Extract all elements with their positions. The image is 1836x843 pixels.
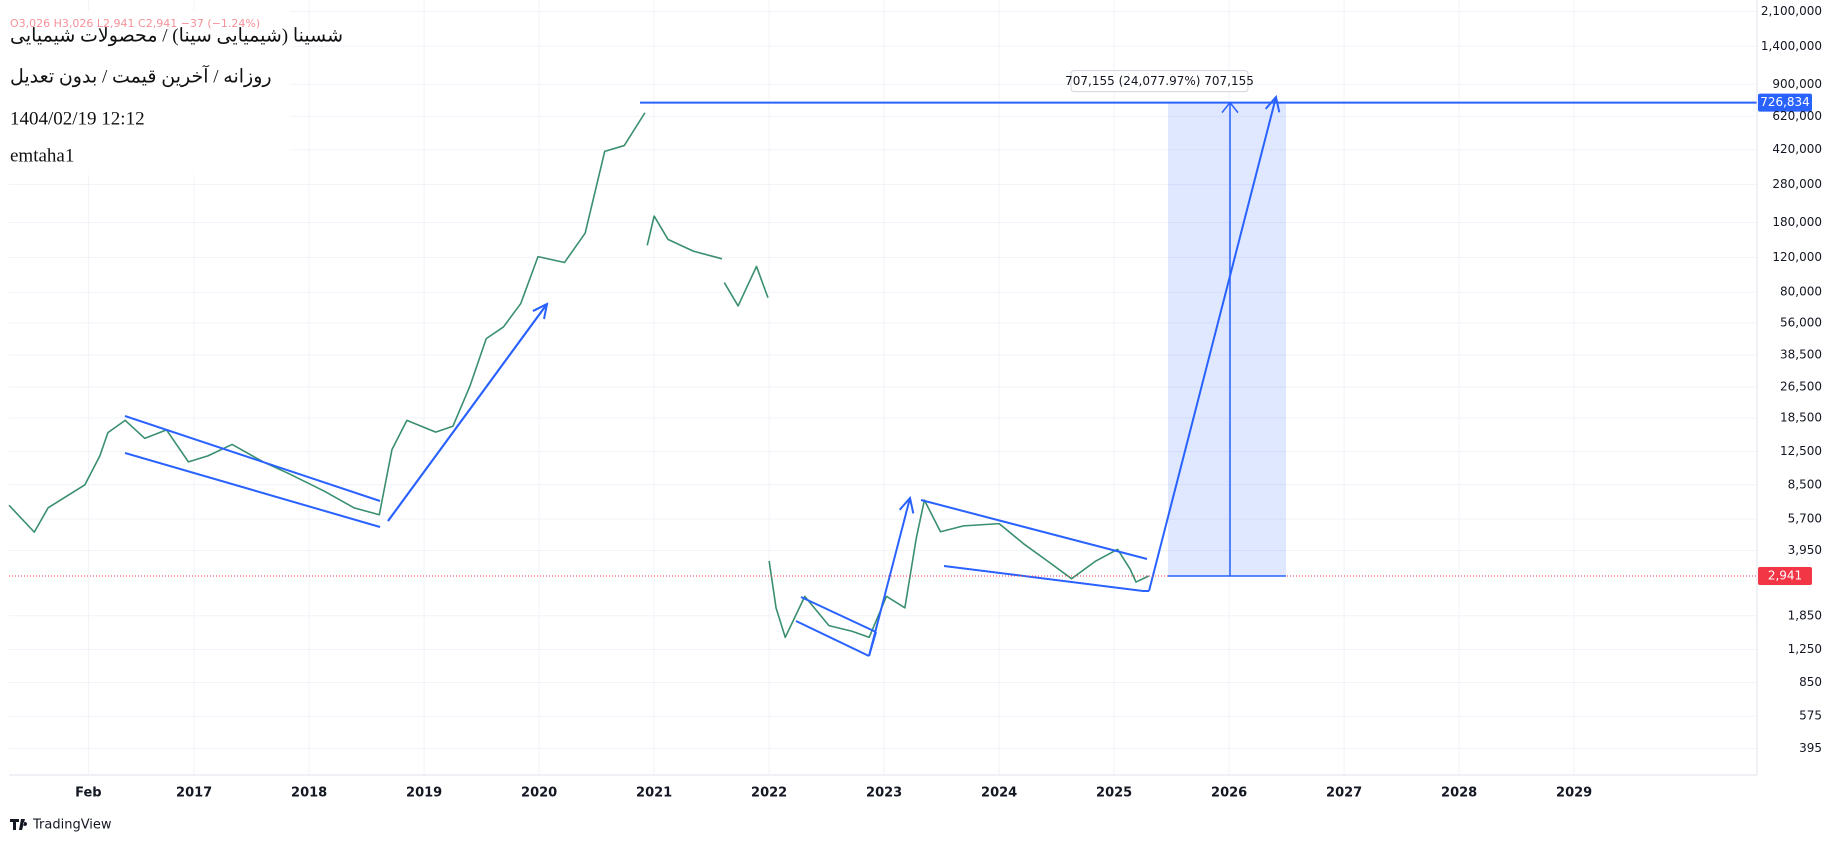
series-group xyxy=(8,112,1149,639)
y-tick-label: 2,100,000 xyxy=(1761,4,1822,18)
y-tick-label: 850 xyxy=(1799,675,1822,689)
y-tick-label: 280,000 xyxy=(1772,177,1822,191)
projection-arrow xyxy=(1148,96,1277,592)
x-tick-label: 2019 xyxy=(406,786,442,801)
x-tick-label: Feb xyxy=(75,786,101,801)
y-tick-label: 56,000 xyxy=(1780,315,1822,329)
x-tick-label: 2017 xyxy=(176,786,212,801)
y-tick-label: 1,250 xyxy=(1788,642,1822,656)
x-tick-label: 2023 xyxy=(866,786,902,801)
grid xyxy=(9,0,1757,775)
y-tick-label: 900,000 xyxy=(1772,77,1822,91)
price-line xyxy=(8,112,646,533)
y-tick-label: 80,000 xyxy=(1780,285,1822,299)
arrow-head xyxy=(898,495,915,514)
x-tick-label: 2026 xyxy=(1211,786,1247,801)
channel-line xyxy=(795,620,870,657)
y-tick-label: 420,000 xyxy=(1772,142,1822,156)
x-tick-label: 2020 xyxy=(521,786,557,801)
subtitle: روزانه / آخرین قیمت / بدون تعدیل xyxy=(10,64,272,87)
x-tick-label: 2021 xyxy=(636,786,672,801)
target-price-label: 726,834 xyxy=(1760,95,1810,109)
y-tick-label: 3,950 xyxy=(1788,543,1822,557)
channel-line xyxy=(124,415,381,502)
ohlc: O3,026 H3,026 L2,941 C2,941 −37 (−1.24%) xyxy=(10,17,260,30)
symbol-title: شسینا (شیمیایی سینا) / محصولات شیمیایی xyxy=(10,25,343,46)
measure-label: 707,155 (24,077.97%) 707,155 xyxy=(1065,74,1254,88)
channel-line xyxy=(124,452,381,528)
y-tick-label: 120,000 xyxy=(1772,250,1822,264)
y-tick-label: 38,500 xyxy=(1780,348,1822,362)
y-tick-label: 5,700 xyxy=(1788,512,1822,526)
x-tick-label: 2029 xyxy=(1556,786,1592,801)
y-tick-label: 12,500 xyxy=(1780,444,1822,458)
last-price-label: 2,941 xyxy=(1768,568,1802,582)
drawings xyxy=(124,94,1281,657)
price-line xyxy=(768,499,1149,639)
logo: TradingView xyxy=(10,818,112,833)
x-tick-label: 2022 xyxy=(751,786,787,801)
header-backdrop xyxy=(0,10,290,175)
x-tick-label: 2027 xyxy=(1326,786,1362,801)
author: emtaha1 xyxy=(10,145,74,166)
price-overlay: 707,155 (24,077.97%) 707,155 2,941 726,834 xyxy=(9,70,1812,585)
wedge-line xyxy=(943,565,1144,592)
x-tick-label: 2024 xyxy=(981,786,1017,801)
measure-label-box xyxy=(1070,70,1249,93)
y-tick-label: 26,500 xyxy=(1780,380,1822,394)
y-tick-label: 8,500 xyxy=(1788,477,1822,491)
arrow-head xyxy=(532,302,549,320)
y-tick-label: 620,000 xyxy=(1772,109,1822,123)
arrow xyxy=(387,303,548,522)
y-tick-label: 18,500 xyxy=(1780,410,1822,424)
projection-box xyxy=(1168,102,1286,576)
wedge-line xyxy=(920,499,1148,560)
x-tick-label: 2025 xyxy=(1096,786,1132,801)
y-tick-label: 1,850 xyxy=(1788,608,1822,622)
timestamp: 1404/02/19 12:12 xyxy=(10,108,145,129)
channel-line xyxy=(800,596,877,633)
y-tick-label: 395 xyxy=(1799,741,1822,755)
y-tick-label: 1,400,000 xyxy=(1761,39,1822,53)
y-tick-label: 180,000 xyxy=(1772,215,1822,229)
price-line xyxy=(646,215,723,260)
y-tick-label: 575 xyxy=(1799,709,1822,723)
last-price-tag xyxy=(1758,566,1812,585)
price-line xyxy=(723,265,769,307)
x-tick-label: 2018 xyxy=(291,786,327,801)
arrow xyxy=(868,497,911,657)
target-price-tag xyxy=(1758,93,1812,112)
arrow-head xyxy=(1264,94,1281,113)
logo-mark xyxy=(10,819,28,830)
watermark: TradingView xyxy=(32,818,112,833)
x-tick-label: 2028 xyxy=(1441,786,1477,801)
